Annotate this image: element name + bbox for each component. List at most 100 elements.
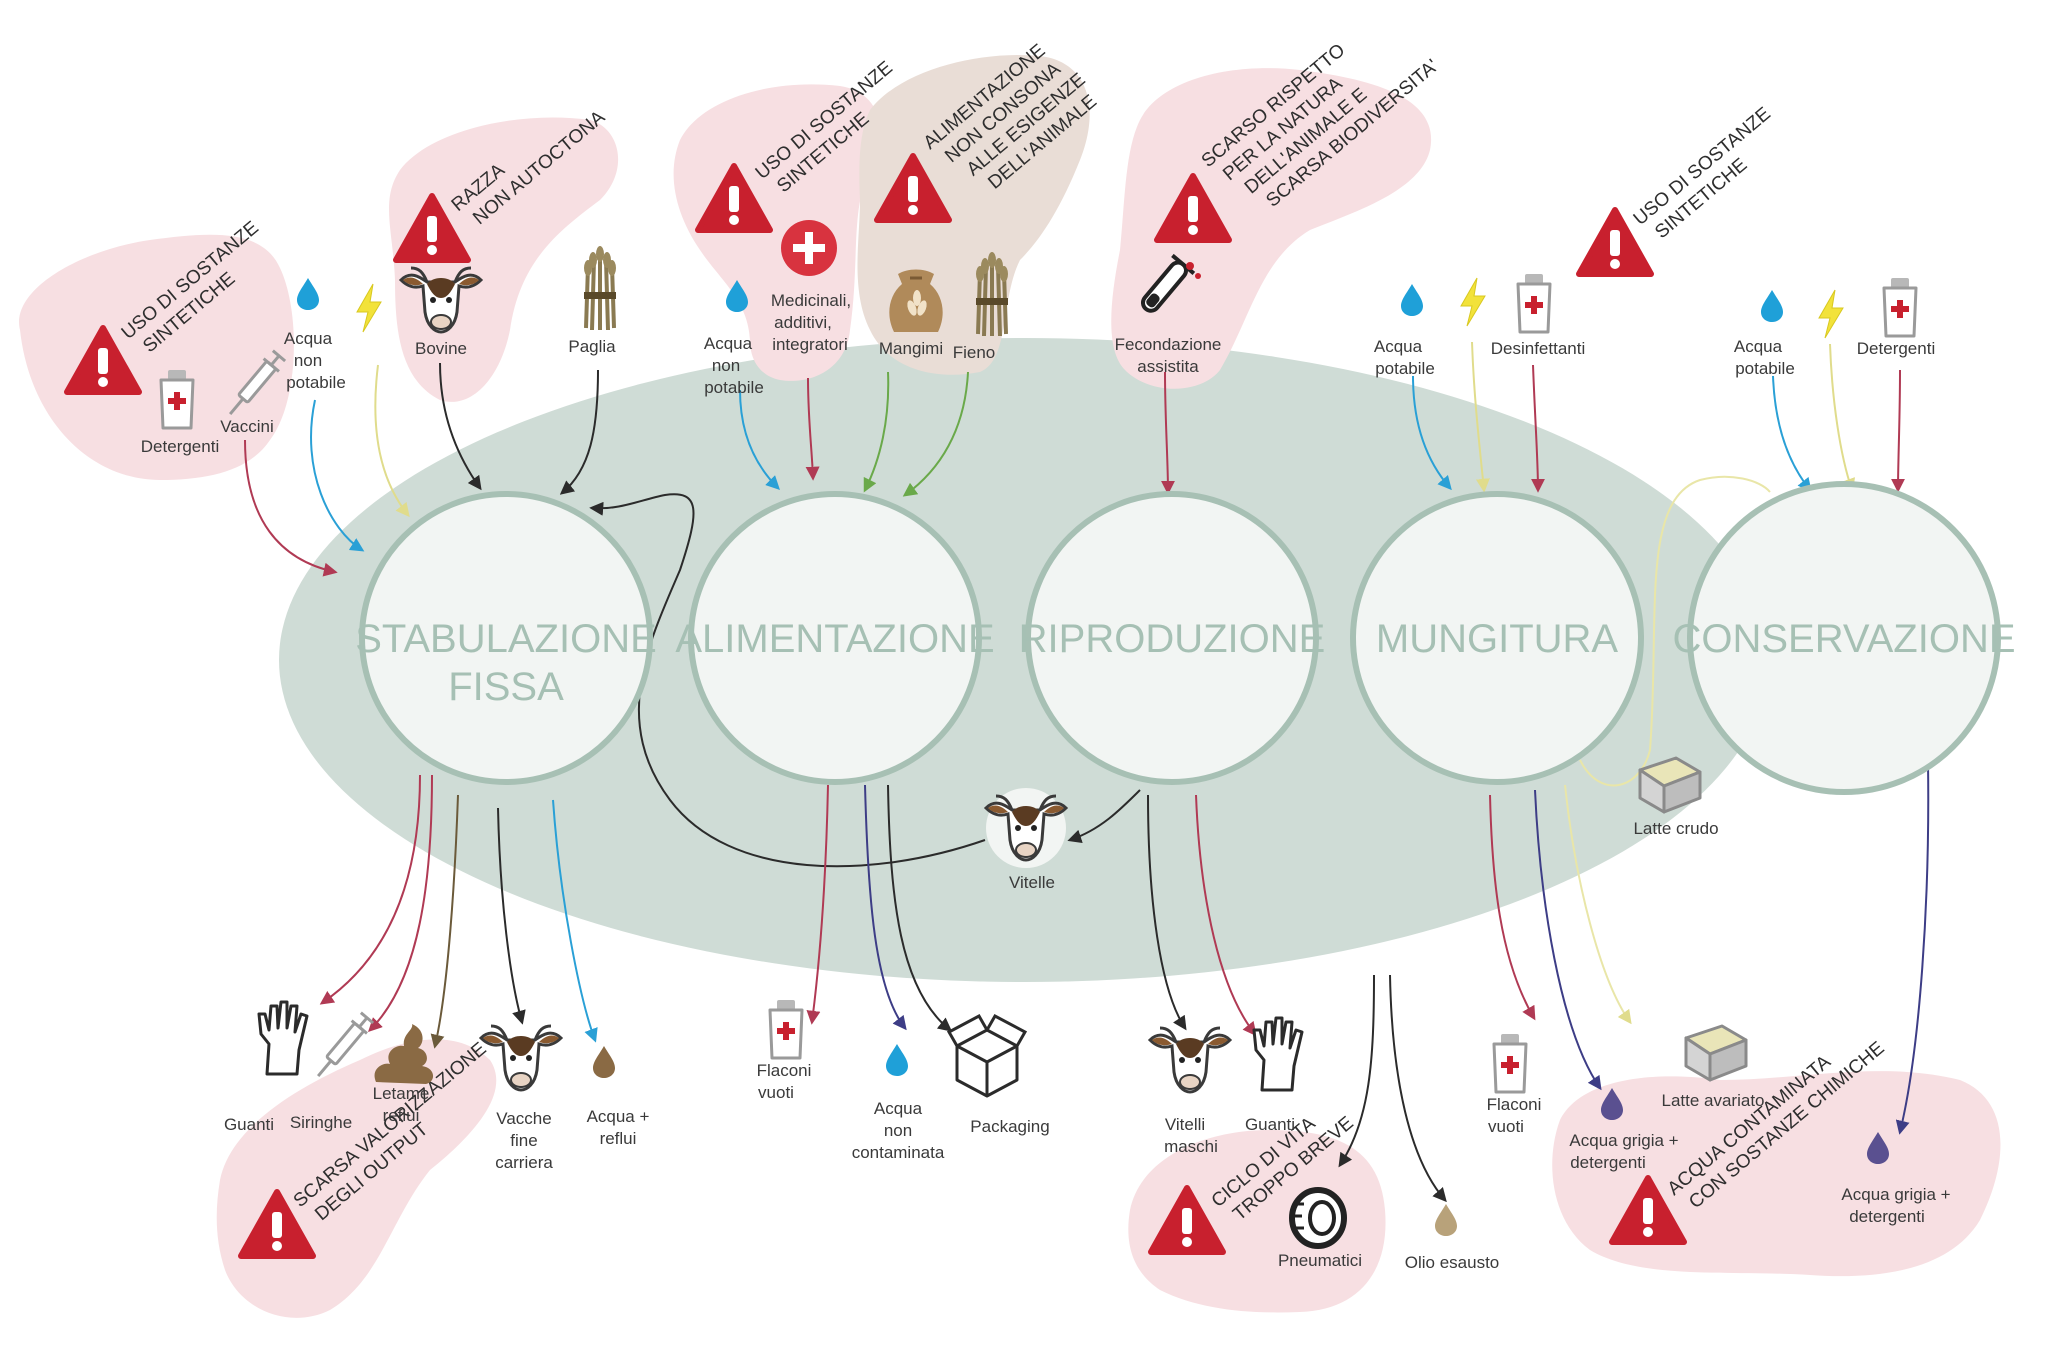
risk-area-alimentazione-sostanze — [673, 84, 880, 381]
arrow-out — [497, 807, 526, 1025]
water-drop-icon — [1401, 284, 1423, 316]
arrow-out — [806, 784, 829, 1025]
energy-bolt-icon — [356, 283, 382, 333]
label-acqua-grigia: Acqua grigia + detergenti — [1569, 1131, 1678, 1172]
stage-label-line2: FISSA — [448, 665, 564, 709]
glove-icon — [1252, 1016, 1304, 1092]
label-fieno: Fieno — [953, 343, 996, 362]
label-vaccini: Vaccini — [220, 417, 274, 436]
stage-label: RIPRODUZIONE — [1019, 617, 1326, 661]
stage-circle-riproduzione[interactable] — [1025, 491, 1319, 785]
stage-circle-stabulazione[interactable] — [359, 491, 653, 785]
arrow-in — [1471, 341, 1490, 493]
label-paglia: Paglia — [568, 337, 616, 356]
arrow-in — [1772, 375, 1812, 493]
stage-label: CONSERVAZIONE — [1672, 617, 2015, 661]
glove-icon — [257, 1000, 309, 1076]
arrow-in — [1160, 371, 1175, 495]
oil-drop-icon — [593, 1046, 615, 1078]
arrow-out — [1895, 761, 1930, 1135]
straw-icon — [582, 244, 618, 332]
label-latte-crudo: Latte crudo — [1633, 819, 1718, 838]
milk-box-icon — [1638, 756, 1702, 814]
stage-circle-alimentazione[interactable] — [688, 491, 982, 785]
stage-labels: STABULAZIONE FISSA ALIMENTAZIONE RIPRODU… — [355, 617, 2015, 709]
water-drop-icon — [1761, 290, 1783, 322]
arrow-out — [887, 784, 953, 1032]
detergent-bottle-icon — [1882, 276, 1918, 338]
arrow-in — [739, 389, 780, 490]
energy-bolt-icon — [1818, 289, 1844, 339]
label-acqua-reflui: Acqua + reflui — [587, 1107, 650, 1148]
arrow-latte-crudo — [1579, 475, 1771, 787]
stage-circle-conservazione[interactable] — [1687, 481, 2001, 795]
label-flaconi-vuoti: Flaconi vuoti — [1487, 1095, 1542, 1136]
arrow-out — [864, 784, 907, 1031]
water-drop-icon — [297, 278, 319, 310]
water-drop-icon — [886, 1044, 908, 1076]
arrow-in — [1891, 369, 1906, 493]
arrow-in — [1412, 375, 1452, 491]
label-olio-esausto: Olio esausto — [1405, 1253, 1500, 1272]
arrow-riproduzione-vitelle — [1067, 789, 1141, 844]
label-acqua-potabile: Acqua potabile — [1734, 337, 1795, 378]
risk-area-ciclo-vita — [1128, 1130, 1386, 1313]
tire-icon — [1292, 1190, 1344, 1246]
arrow-in — [1530, 364, 1545, 493]
label-fecondazione: Fecondazione assistita — [1115, 335, 1222, 376]
middle-icons — [984, 756, 1702, 868]
label-pneumatici: Pneumatici — [1278, 1251, 1362, 1270]
risk-area-riproduzione — [1111, 68, 1432, 389]
disinfectant-bottle-icon — [1516, 272, 1552, 334]
arrow-out — [1195, 794, 1257, 1037]
arrow-out — [1489, 794, 1536, 1021]
risk-area-stabulazione-inputs — [19, 234, 294, 480]
input-arrows — [244, 341, 1906, 787]
label-acqua-non-contaminata: Acqua non contaminata — [852, 1099, 945, 1162]
arrow-out — [319, 774, 421, 1005]
arrow-out — [430, 794, 459, 1049]
arrow-out — [1338, 974, 1375, 1168]
arrow-in — [310, 399, 365, 552]
arrow-out — [368, 774, 433, 1032]
output-labels: Guanti Siringhe Letame reflui Vacche fine c… — [224, 1061, 1951, 1272]
label-latte-avariato: Latte avariato — [1661, 1091, 1764, 1110]
bottle-icon — [768, 998, 804, 1060]
arrow-in — [559, 369, 599, 495]
label-desinfettanti: Desinfettanti — [1491, 339, 1586, 358]
label-bovine: Bovine — [415, 339, 467, 358]
label-vitelle: Vitelle — [1009, 873, 1055, 892]
arrow-out — [552, 799, 598, 1043]
label-siringhe: Siringhe — [290, 1113, 352, 1132]
bottle-icon — [1492, 1032, 1528, 1094]
medicine-icon — [781, 220, 837, 276]
arrow-in — [374, 364, 410, 518]
label-flaconi-vuoti: Flaconi vuoti — [757, 1061, 812, 1102]
input-labels: Detergenti Vaccini Acqua non potabile Bovi… — [141, 291, 1935, 456]
label-guanti: Guanti — [1245, 1115, 1295, 1134]
output-arrows — [319, 761, 1930, 1203]
arrow-out — [1147, 794, 1187, 1031]
packaging-box-icon — [947, 1014, 1027, 1098]
arrow-out — [1564, 784, 1632, 1025]
oil-drop-icon — [1435, 1204, 1457, 1236]
label-vitelli-maschi: Vitelli maschi — [1164, 1115, 1218, 1156]
arrow-out — [1534, 789, 1602, 1091]
stage-label: ALIMENTAZIONE — [675, 617, 994, 661]
label-vacche-fine-carriera: Vacche fine carriera — [495, 1109, 553, 1172]
label-mangimi: Mangimi — [879, 339, 943, 358]
middle-labels: Vitelle Latte crudo — [1009, 819, 1719, 892]
label-acqua-grigia: Acqua grigia + detergenti — [1841, 1185, 1950, 1226]
label-acqua-potabile: Acqua potabile — [1374, 337, 1435, 378]
arrow-in — [244, 439, 338, 577]
label-letame-reflui: Letame reflui — [373, 1084, 430, 1125]
milk-box-icon — [1684, 1024, 1748, 1082]
label-detergenti: Detergenti — [141, 437, 219, 456]
arrow-in — [863, 371, 890, 493]
stage-circle-mungitura[interactable] — [1350, 491, 1644, 785]
energy-bolt-icon — [1460, 277, 1486, 327]
calf-icon — [1148, 1026, 1232, 1094]
arrow-in — [439, 362, 482, 491]
stage-label: MUNGITURA — [1376, 617, 1619, 661]
